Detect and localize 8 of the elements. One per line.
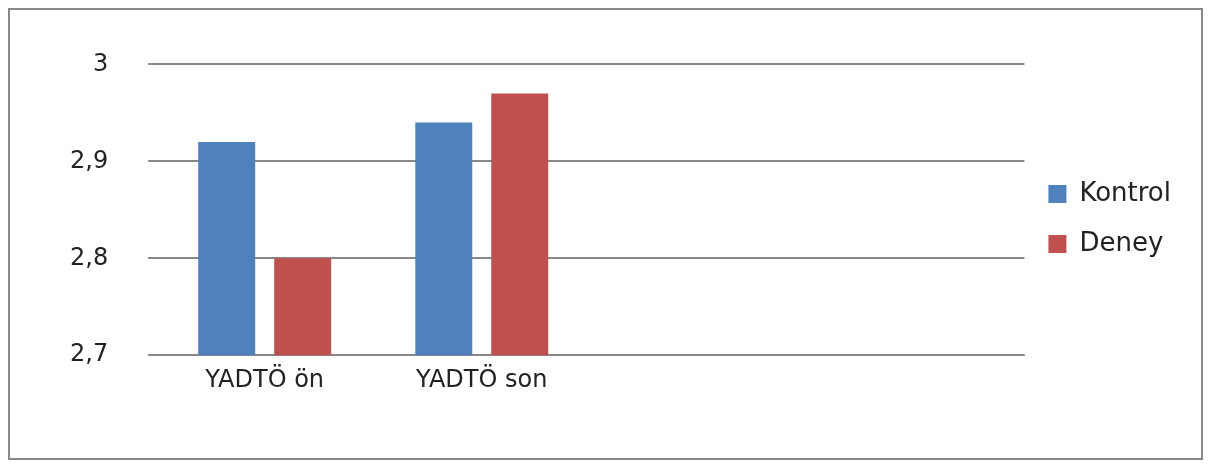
x-tick-label: YADTÖ ön: [204, 363, 325, 393]
x-tick-label: YADTÖ son: [415, 363, 548, 393]
y-tick-label: 3: [92, 48, 109, 77]
legend-label: Kontrol: [1079, 176, 1172, 207]
legend-label: Deney: [1079, 226, 1164, 257]
y-tick-label: 2,7: [70, 339, 109, 368]
y-tick-label: 2,8: [70, 242, 109, 271]
y-tick-label: 2,9: [70, 145, 109, 174]
